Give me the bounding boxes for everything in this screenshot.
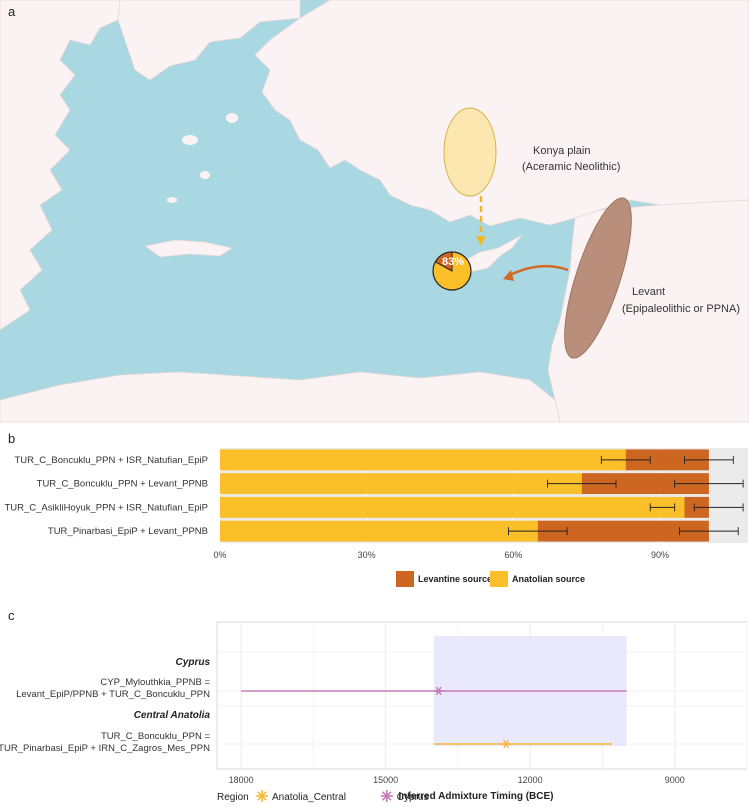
panel-label-a: a	[8, 4, 16, 19]
levant-label-line2: (Epipaleolithic or PPNA)	[622, 303, 740, 315]
admixture-pie	[432, 251, 472, 291]
levant-label-line1: Levant	[632, 286, 665, 298]
levant-arrow	[507, 264, 569, 278]
timing-x-tick: 18000	[229, 775, 254, 785]
timing-estimate-marker	[434, 686, 444, 696]
bar-x-tick: 30%	[358, 550, 376, 560]
group-header-cyprus: Cyprus	[176, 657, 211, 668]
land-balkans	[0, 0, 121, 331]
bar-category-label: TUR_C_Boncuklu_PPN + ISR_Natufian_EpiP	[14, 455, 208, 466]
land-island	[200, 171, 210, 179]
group-header-anatolia: Central Anatolia	[134, 710, 211, 721]
legend-region-label: Cyprus	[397, 792, 429, 803]
bar-anatolian	[220, 473, 582, 495]
map-panel: 83% Konya plain (Aceramic Neolithic) Lev…	[0, 0, 749, 423]
bar-x-tick: 90%	[651, 550, 669, 560]
bar-levantine	[537, 520, 709, 542]
levant-arrowhead	[503, 270, 514, 281]
timing-x-tick: 15000	[373, 775, 398, 785]
bar-category-label: TUR_C_AsikliHoyuk_PPN + ISR_Natufian_Epi…	[4, 502, 208, 513]
x-axis-title: Inferred Admixture Timing (BCE)	[398, 791, 553, 802]
bar-levantine	[625, 449, 709, 471]
land-island	[226, 113, 238, 123]
bar-anatolian	[220, 449, 626, 471]
pie-label: 83%	[442, 256, 464, 268]
legend-region-label: Anatolia_Central	[272, 792, 346, 803]
timing-estimate-marker	[501, 739, 511, 749]
bar-category-label: TUR_Pinarbasi_EpiP + Levant_PPNB	[48, 526, 208, 537]
timing-x-tick: 12000	[518, 775, 543, 785]
anatolia-label-line1: TUR_C_Boncuklu_PPN =	[101, 731, 210, 742]
bar-x-tick: 60%	[504, 550, 522, 560]
panel-label-c: c	[8, 608, 15, 623]
timing-x-tick: 9000	[665, 775, 685, 785]
legend-swatch-levantine	[396, 571, 414, 587]
bar-levantine	[581, 473, 709, 495]
bar-anatolian	[220, 520, 538, 542]
bar-marks	[220, 449, 744, 542]
land-north	[117, 0, 301, 81]
konya-label-line1: Konya plain	[533, 145, 591, 157]
land-island	[182, 135, 198, 145]
legend-label-anatolian: Anatolian source	[512, 574, 585, 584]
land-crete	[144, 239, 234, 258]
bar-panel: b TUR_C_Boncuklu_PPN + ISR_Natufian_EpiP…	[4, 431, 748, 587]
cyprus-label-line1: CYP_Mylouthkia_PPNB =	[100, 677, 210, 688]
land-island	[167, 197, 177, 203]
levant-ellipse	[564, 197, 632, 359]
legend-item: Cyprus	[380, 790, 429, 803]
land-africa	[0, 371, 561, 423]
timing-panel: c Anatolia_Central Cyprus 18000 15000 12000…	[0, 608, 748, 803]
bar-labels: TUR_C_Boncuklu_PPN + ISR_Natufian_EpiP TU…	[4, 455, 208, 537]
panel-label-b: b	[8, 431, 15, 446]
anatolia-label-line2: TUR_Pinarbasi_EpiP + IRN_C_Zagros_Mes_PP…	[0, 743, 210, 754]
land-cyprus	[461, 234, 523, 273]
konya-label-line2: (Aceramic Neolithic)	[522, 161, 620, 173]
bar-anatolian	[220, 496, 685, 518]
legend-label-levantine: Levantine source	[418, 574, 492, 584]
konya-arrowhead	[476, 236, 486, 246]
bar-category-label: TUR_C_Boncuklu_PPN + Levant_PPNB	[37, 479, 208, 490]
cyprus-label-line2: Levant_EpiP/PPNB + TUR_C_Boncuklu_PPN	[16, 689, 210, 700]
bar-ticks: 0% 30% 60% 90%	[213, 550, 669, 560]
timing-marks: Anatolia_Central Cyprus	[241, 686, 627, 803]
legend-title-region: Region	[217, 792, 249, 803]
timing-ticks: 18000 15000 12000 9000	[229, 775, 685, 785]
legend-swatch-anatolian	[490, 571, 508, 587]
konya-ellipse	[443, 107, 497, 197]
bar-x-tick: 0%	[213, 550, 226, 560]
pie-slice-levantine	[434, 251, 453, 272]
legend-item: Anatolia_Central	[256, 790, 346, 803]
